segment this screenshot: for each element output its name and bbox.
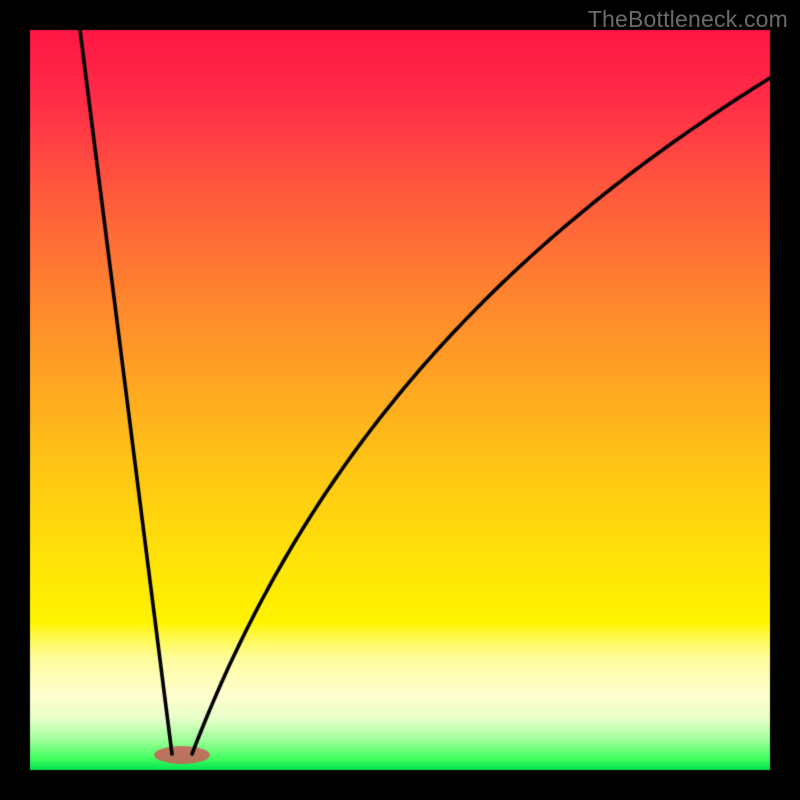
bottleneck-chart-canvas: [0, 0, 800, 800]
watermark-text: TheBottleneck.com: [588, 6, 788, 33]
